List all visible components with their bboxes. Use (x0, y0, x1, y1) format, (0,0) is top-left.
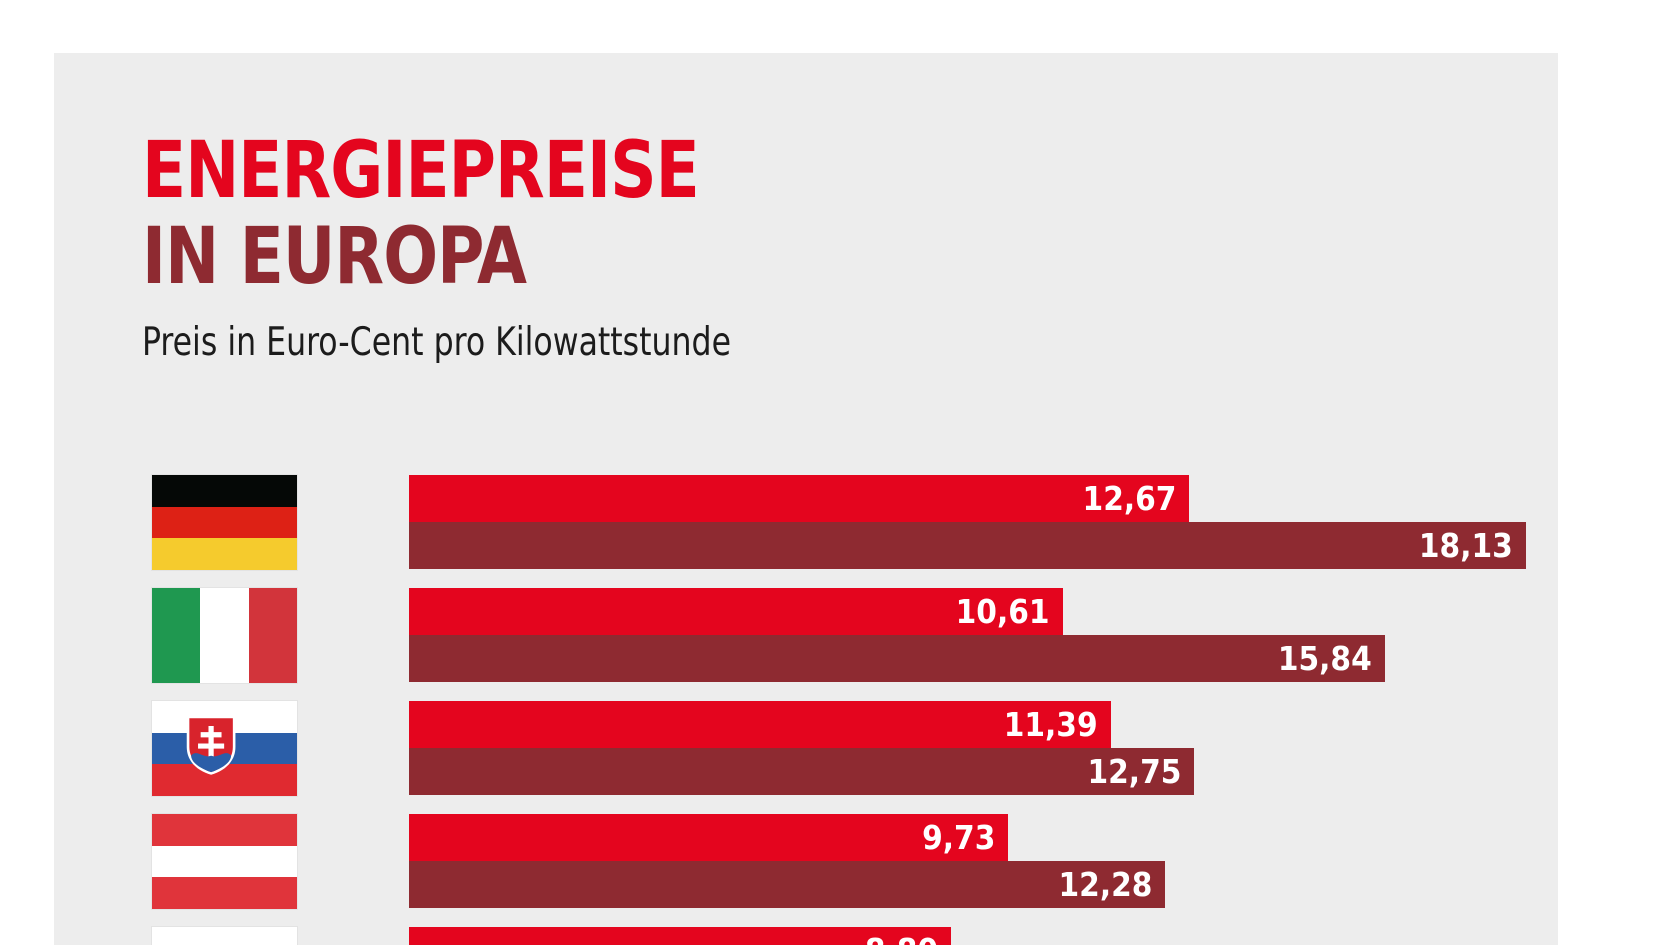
chart-row: 9,73 12,28 (152, 814, 1558, 927)
bar-value-label: 18,13 (1418, 526, 1513, 565)
bar-group: 9,73 12,28 (409, 814, 1558, 908)
bar-light: 8,80 (409, 927, 952, 945)
bar-chart: 12,67 18,13 10,61 15,84 11,39 12,75 9,73 12,28 8… (152, 475, 1558, 945)
bar-value-label: 8,80 (865, 931, 951, 945)
chart-subtitle: Preis in Euro-Cent pro Kilowattstunde (142, 319, 732, 365)
chart-row: 8,80 (152, 927, 1558, 945)
bar-dark: 12,28 (409, 861, 1166, 908)
flag-next-country-icon (152, 927, 297, 945)
flag-stripe-white (152, 927, 297, 945)
flag-italy-icon (152, 588, 297, 683)
flag-stripe-red-bottom (152, 877, 297, 909)
bar-value-label: 10,61 (955, 592, 1050, 631)
bar-dark: 12,75 (409, 748, 1195, 795)
flag-stripe-black (152, 475, 297, 507)
bar-value-label: 12,67 (1082, 479, 1177, 518)
flag-stripe-green (152, 588, 201, 683)
bar-dark: 18,13 (409, 522, 1526, 569)
bar-value-label: 15,84 (1277, 639, 1372, 678)
bar-value-label: 12,28 (1058, 865, 1153, 904)
chart-row: 10,61 15,84 (152, 588, 1558, 701)
chart-row: 11,39 12,75 (152, 701, 1558, 814)
slovakia-coat-of-arms-icon (187, 716, 236, 776)
bar-dark: 15,84 (409, 635, 1385, 682)
bar-value-label: 12,75 (1087, 752, 1182, 791)
flag-stripe-red (152, 764, 297, 796)
bar-group: 8,80 (409, 927, 1558, 945)
flag-austria-icon (152, 814, 297, 909)
flag-slovakia-icon (152, 701, 297, 796)
flag-stripe-red-top (152, 814, 297, 846)
bar-group: 10,61 15,84 (409, 588, 1558, 682)
page-title-line1: ENERGIEPREISE (142, 126, 700, 216)
chart-header: ENERGIEPREISE IN EUROPA Preis in Euro-Ce… (142, 126, 796, 365)
infographic-panel: ENERGIEPREISE IN EUROPA Preis in Euro-Ce… (54, 53, 1558, 945)
bar-light: 12,67 (409, 475, 1190, 522)
flag-stripe-gold (152, 538, 297, 570)
chart-row: 12,67 18,13 (152, 475, 1558, 588)
flag-stripe-red (248, 588, 297, 683)
flag-stripe-red (152, 506, 297, 539)
bar-value-label: 11,39 (1003, 705, 1098, 744)
bar-light: 9,73 (409, 814, 1009, 861)
flag-stripe-white (152, 845, 297, 878)
bar-group: 12,67 18,13 (409, 475, 1558, 569)
bar-light: 11,39 (409, 701, 1111, 748)
bar-light: 10,61 (409, 588, 1063, 635)
flag-stripe-white (200, 588, 249, 683)
page-title-line2: IN EUROPA (142, 211, 527, 302)
flag-germany-icon (152, 475, 297, 570)
bar-group: 11,39 12,75 (409, 701, 1558, 795)
bar-value-label: 9,73 (922, 818, 996, 857)
